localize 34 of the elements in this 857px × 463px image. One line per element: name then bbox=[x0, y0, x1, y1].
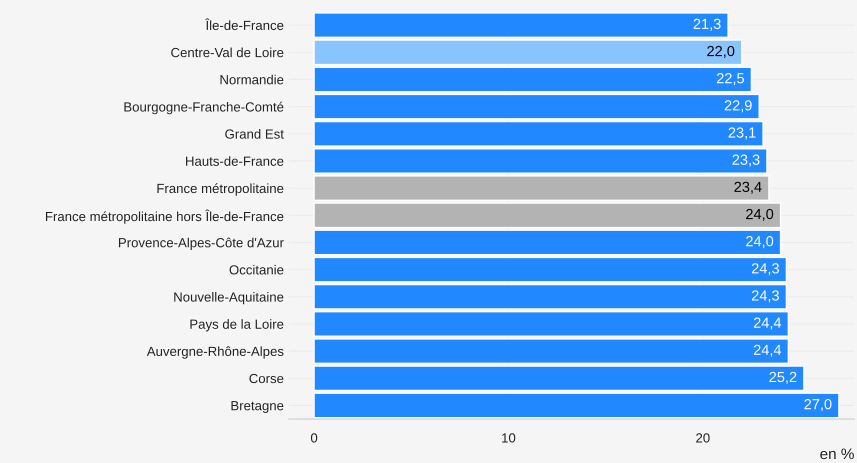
data-label: 23,3 bbox=[732, 154, 760, 167]
data-label: 24,3 bbox=[752, 263, 779, 276]
y-tick-label: Pays de la Loire bbox=[190, 319, 284, 332]
x-axis-title: en % bbox=[820, 448, 854, 460]
data-label: 21,3 bbox=[694, 18, 721, 31]
data-label: 22,5 bbox=[716, 73, 744, 86]
y-tick-label: France métropolitaine bbox=[157, 183, 284, 196]
y-tick-label: Grand Est bbox=[225, 129, 284, 139]
x-tick-label: 0 bbox=[310, 433, 318, 443]
y-tick-label: Auvergne-Rhône-Alpes bbox=[146, 346, 284, 359]
data-label: 23,4 bbox=[734, 182, 762, 194]
y-tick-label: Normandie bbox=[220, 74, 284, 84]
y-tick-label: Bourgogne-Franche-Comté bbox=[124, 102, 284, 114]
data-label: 24,0 bbox=[746, 236, 774, 248]
y-tick-label: Corse bbox=[249, 374, 284, 384]
y-tick-label: Bretagne bbox=[231, 401, 284, 413]
data-label: 23,1 bbox=[728, 127, 756, 140]
y-tick-label: Provence-Alpes-Côte d'Azur bbox=[118, 238, 284, 250]
y-tick-label: Hauts-de-France bbox=[186, 156, 284, 166]
data-label: 24,4 bbox=[754, 344, 782, 357]
y-tick-label: Nouvelle-Aquitaine bbox=[174, 292, 284, 304]
data-label: 24,4 bbox=[754, 318, 782, 330]
y-tick-label: Île-de-France bbox=[205, 18, 284, 30]
data-label: 25,2 bbox=[769, 372, 796, 384]
data-label: 27,0 bbox=[804, 399, 832, 412]
y-tick-label: Occitanie bbox=[230, 264, 284, 275]
data-label: 22,9 bbox=[724, 100, 752, 112]
data-label: 24,0 bbox=[746, 208, 774, 221]
x-tick-label: 10 bbox=[502, 433, 516, 443]
data-label: 22,0 bbox=[707, 46, 734, 58]
y-tick-label: France métropolitaine hors Île-de-France bbox=[46, 210, 284, 224]
y-tick-label: Centre-Val de Loire bbox=[171, 48, 284, 58]
x-tick-label: 20 bbox=[696, 433, 710, 443]
data-label: 24,3 bbox=[752, 290, 779, 302]
